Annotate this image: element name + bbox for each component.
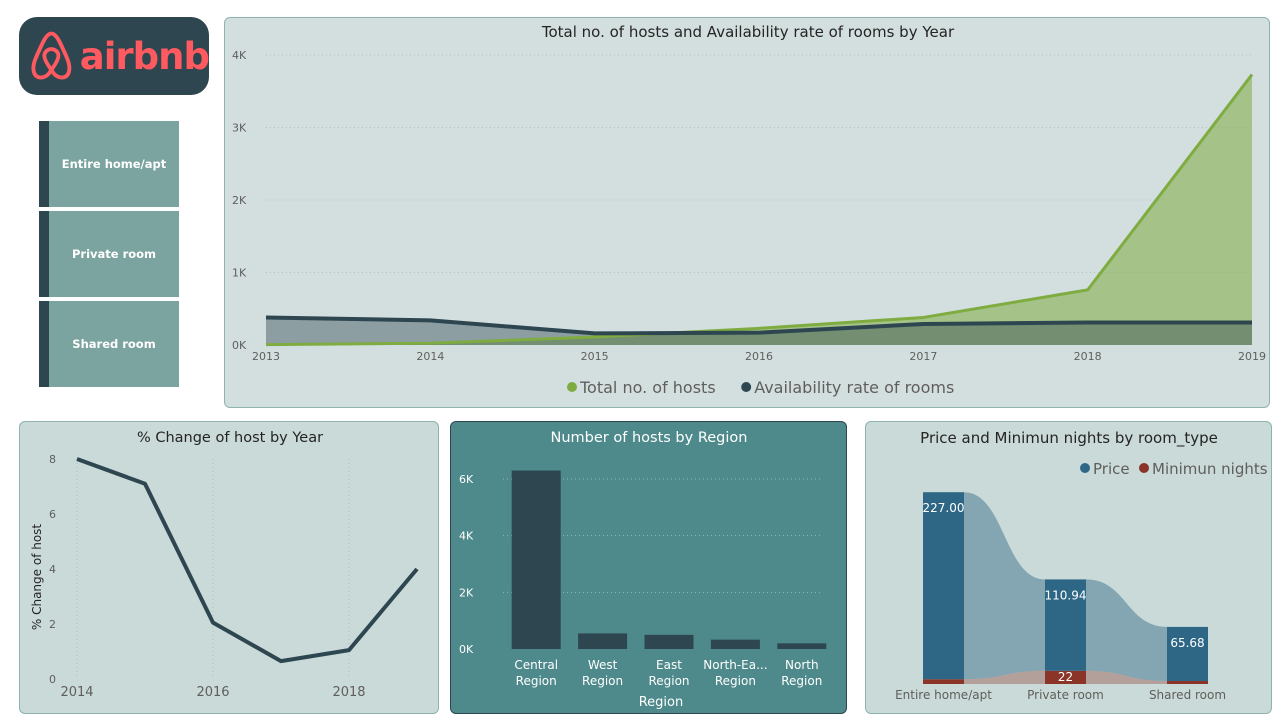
price-ribbon [964,492,1045,680]
y-tick-label: 2 [49,618,56,631]
airbnb-belo-icon [31,31,72,80]
nights-bar [1167,681,1208,684]
x-tick-label: Private room [1027,688,1104,702]
slicer-private-room[interactable]: Private room [39,211,179,297]
slicer-label: Private room [71,247,157,261]
legend-label: Minimun nights [1152,460,1268,478]
price-nights-chart: Price and Minimun nights by room_type Pr… [865,421,1272,714]
legend-marker [1139,463,1149,473]
x-tick-label: Shared room [1149,688,1226,702]
price-data-label: 110.94 [1045,588,1087,602]
price-bar [1167,626,1208,681]
x-tick-label: 2013 [252,350,280,363]
price-nights-svg: Price and Minimun nights by room_type Pr… [895,429,1268,702]
y-tick-label: 4K [459,530,474,543]
y-tick-label: 1K [232,267,247,280]
x-tick-label: 2018 [1074,350,1102,363]
x-tick-label: West [588,658,618,672]
y-tick-label: 6 [49,508,56,521]
price-data-label: 227.00 [923,501,965,515]
x-tick-label: Region [582,674,623,688]
series-area [266,74,1252,345]
y-axis-title: % Change of host [30,524,44,631]
x-tick-label: 2019 [1238,350,1266,363]
y-tick-label: 2K [459,586,474,599]
nights-ribbon [1086,670,1167,684]
airbnb-logo: airbnb [19,17,210,95]
x-tick-label: Region [715,674,756,688]
y-tick-label: 8 [49,453,56,466]
hosts-availability-chart: Total no. of hosts and Availability rate… [224,17,1270,408]
series-line [265,315,1252,336]
chart-title: Total no. of hosts and Availability rate… [541,23,955,41]
y-tick-label: 6K [459,473,474,486]
legend-label: Availability rate of rooms [754,378,954,397]
series-line [265,73,1254,347]
x-tick-label: 2016 [745,350,773,363]
x-tick-label: 2014 [416,350,444,363]
price-bar [1045,579,1086,671]
y-tick-label: 4K [232,49,247,62]
region-bar [511,470,561,649]
logo-text: airbnb [79,34,210,78]
region-bar [710,639,760,649]
x-tick-label: Region [648,674,689,688]
chart-title: % Change of host by Year [137,430,323,446]
x-tick-label: 2014 [60,685,93,700]
legend-marker [741,382,752,392]
chart-title: Number of hosts by Region [551,430,748,446]
x-tick-label: 2017 [909,350,937,363]
y-tick-label: 0K [459,643,474,656]
region-bar [644,634,694,649]
nights-bar [923,679,964,684]
x-tick-label: 2018 [332,685,365,700]
nights-data-label: 22 [1058,670,1073,684]
price-data-label: 65.68 [1170,636,1204,650]
legend-marker [1080,463,1090,473]
y-tick-label: 2K [232,194,247,207]
x-tick-label: East [656,658,682,672]
nights-ribbon [964,670,1045,684]
x-tick-label: 2015 [581,350,609,363]
hosts-availability-svg: Total no. of hosts and Availability rate… [232,23,1266,397]
slicer-entire-home[interactable]: Entire home/apt [39,121,179,207]
x-tick-label: 2016 [196,685,229,700]
x-axis-title: Region [639,695,684,710]
x-tick-label: North-Ea... [703,658,767,672]
slicer-label: Entire home/apt [61,157,167,171]
x-tick-label: Central [514,658,558,672]
chart-title: Price and Minimun nights by room_type [920,429,1218,448]
price-ribbon [1086,579,1167,681]
slicer-shared-room[interactable]: Shared room [39,301,179,387]
region-chart: Number of hosts by Region Region 0K 2K 4K 6… [450,421,847,714]
nights-bar [1045,670,1086,684]
legend-label: Price [1093,460,1130,478]
y-tick-label: 0K [232,339,247,352]
series-line [76,457,419,664]
x-tick-label: Region [781,674,822,688]
slicer-label: Shared room [72,337,156,351]
x-tick-label: North [785,658,819,672]
x-tick-label: Region [516,674,557,688]
region-svg: Number of hosts by Region Region 0K 2K 4K 6… [459,430,827,710]
pct-change-svg: % Change of host by Year % Change of hos… [30,430,419,700]
y-tick-label: 0 [49,673,56,686]
pct-change-chart: % Change of host by Year % Change of hos… [19,421,439,714]
x-tick-label: Entire home/apt [895,688,992,702]
legend-label: Total no. of hosts [579,378,716,397]
region-bar [578,633,628,649]
y-tick-label: 4 [49,563,56,576]
price-bar [923,492,964,680]
legend-marker [567,382,577,392]
y-tick-label: 3K [232,122,247,135]
region-bar [777,643,827,649]
